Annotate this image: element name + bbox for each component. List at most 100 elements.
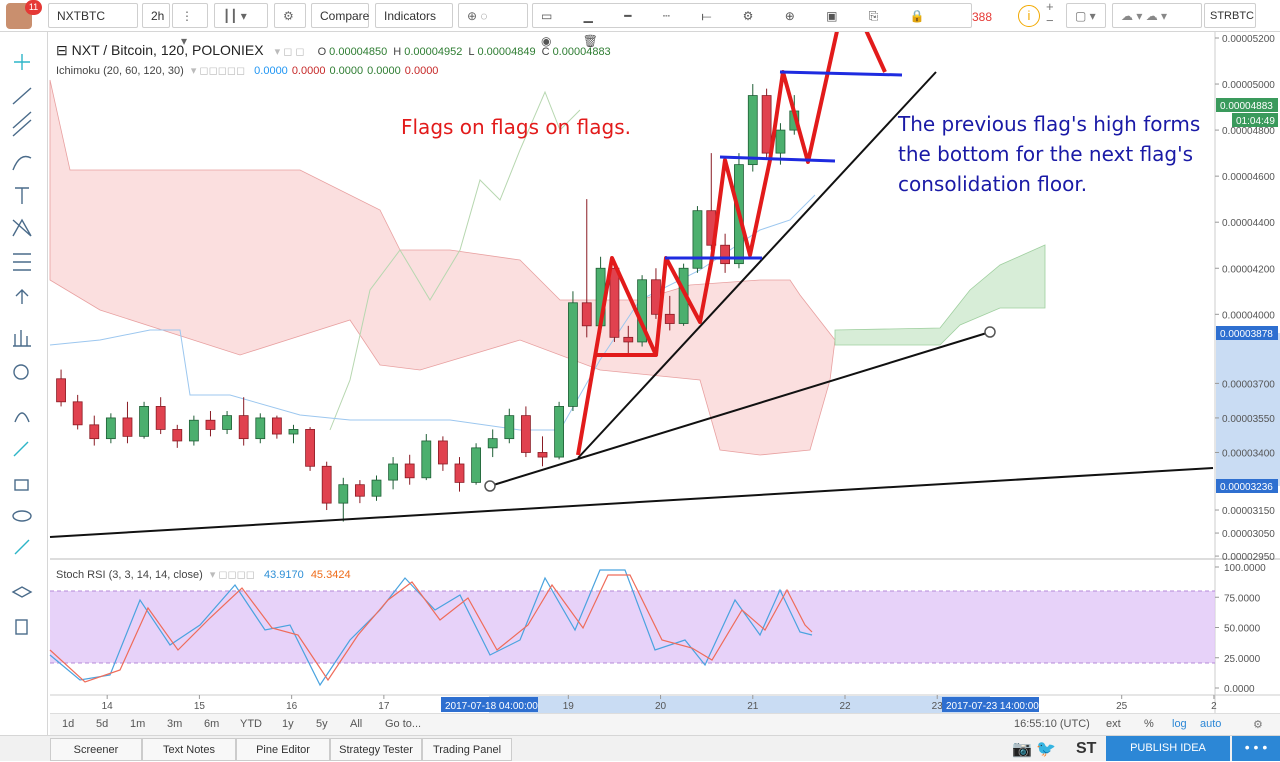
rsi-tick-label: 50.0000 bbox=[1224, 624, 1261, 635]
ohlc-key: C bbox=[542, 46, 550, 58]
footer-tab[interactable]: Trading Panel bbox=[422, 738, 512, 761]
scale-settings[interactable]: ⚙ bbox=[1253, 719, 1263, 731]
text-tool[interactable] bbox=[15, 187, 29, 204]
candle-body bbox=[89, 424, 100, 440]
range-button[interactable]: 1d bbox=[62, 718, 75, 730]
trend-handle[interactable] bbox=[984, 326, 996, 338]
zoom-tool[interactable] bbox=[13, 364, 29, 380]
candle-body bbox=[471, 447, 481, 483]
range-button[interactable]: 5d bbox=[96, 718, 109, 730]
drawing-tools[interactable]: ⊕ ◌ bbox=[458, 3, 528, 28]
line-tool[interactable] bbox=[12, 87, 32, 105]
range-button[interactable]: 6m bbox=[204, 718, 220, 730]
indicators-button[interactable]: Indicators bbox=[375, 3, 453, 28]
range-button[interactable]: 5y bbox=[316, 718, 328, 730]
range-high-box bbox=[1216, 326, 1278, 340]
stay-drawing[interactable] bbox=[13, 441, 29, 457]
trend-handle[interactable] bbox=[484, 480, 496, 492]
range-button[interactable]: YTD bbox=[240, 718, 262, 730]
price-tick-label: 0.00003050 bbox=[1222, 529, 1275, 540]
candle-body bbox=[581, 302, 592, 327]
pattern-tool[interactable] bbox=[12, 218, 32, 237]
range-button[interactable]: 3m bbox=[167, 718, 183, 730]
candle-body bbox=[487, 438, 498, 449]
publish-button[interactable]: PUBLISH IDEA bbox=[1106, 736, 1230, 761]
cloud-buttons[interactable]: ☁ ▾ ☁ ▾ bbox=[1112, 3, 1202, 28]
time-tick-label: 14 bbox=[102, 701, 114, 712]
chart-style[interactable]: ┃┃ ▾ bbox=[214, 3, 268, 28]
symbol-search[interactable]: NXTBTC bbox=[48, 3, 138, 28]
ohlc-key: H bbox=[393, 46, 402, 58]
scale-option[interactable]: log bbox=[1172, 718, 1187, 730]
magnet-tool[interactable] bbox=[14, 412, 30, 423]
range-button[interactable]: 1y bbox=[282, 718, 294, 730]
measure-tool[interactable] bbox=[13, 330, 31, 347]
legend-icons: ▾ ◻◻◻◻ bbox=[209, 569, 255, 581]
compare-symbol[interactable]: STRBTC bbox=[1204, 3, 1256, 28]
legend-icons: ▾ ◻ ◻ bbox=[274, 46, 305, 58]
range-low: 0.00003236 bbox=[1220, 482, 1273, 493]
ohlc: O0.00004850 H0.00004952 L0.00004849 C0.0000… bbox=[318, 46, 617, 58]
compare-button[interactable]: Compare bbox=[311, 3, 369, 28]
range-button[interactable]: All bbox=[350, 718, 363, 730]
candle-body bbox=[609, 267, 620, 338]
pitchfork-tool[interactable] bbox=[12, 111, 32, 137]
price-tick-label: 0.00004000 bbox=[1222, 310, 1275, 321]
visibility-tool[interactable] bbox=[12, 510, 32, 522]
brush-tool[interactable] bbox=[12, 155, 32, 171]
top-toolbar: 11 NXTBTC 2h ⋮ ▾ ┃┃ ▾ ⚙ Compare Indicato… bbox=[0, 0, 1280, 48]
ohlc-value: 0.00004883 bbox=[553, 46, 611, 58]
flag-top bbox=[779, 70, 903, 77]
chart-area: Flags on flags on flags. The previous fl… bbox=[49, 0, 1280, 713]
candle-body bbox=[72, 401, 83, 426]
time-tick-label: 23 bbox=[932, 701, 944, 712]
scale-option[interactable]: auto bbox=[1200, 718, 1222, 730]
candle-body bbox=[568, 302, 578, 407]
scale-option[interactable]: % bbox=[1144, 718, 1154, 730]
candle-body bbox=[520, 415, 531, 453]
interval[interactable]: 2h bbox=[142, 3, 170, 28]
date-label: 2017-07-18 04:00:00 bbox=[445, 701, 538, 712]
ichimoku-cloud-red bbox=[49, 79, 836, 456]
settings[interactable]: ⚙ bbox=[274, 3, 306, 28]
zoom-buttons[interactable]: + − bbox=[1046, 0, 1054, 28]
layers-tool[interactable] bbox=[11, 586, 33, 598]
link-tool[interactable] bbox=[14, 539, 30, 555]
symbol-title: ⊟ NXT / Bitcoin, 120, POLONIEX bbox=[56, 42, 264, 58]
price-tick-label: 0.00005000 bbox=[1222, 80, 1275, 91]
arrow-tool[interactable] bbox=[15, 289, 29, 304]
time-tick-label: 17 bbox=[378, 701, 390, 712]
info-icon[interactable]: i bbox=[1018, 5, 1040, 27]
drawing-properties[interactable]: ▭ ▁ ━ ┄ ⟝ ⚙ ⊕ ▣ ⎘ 🔒 ◉ 🗑 bbox=[532, 3, 972, 48]
ohlc-value: 0.00004849 bbox=[477, 46, 536, 58]
fib-tool[interactable] bbox=[13, 253, 31, 271]
rsi-tick-label: 25.0000 bbox=[1224, 654, 1261, 665]
range-button[interactable]: 1m bbox=[130, 718, 146, 730]
time-tick-label: 16 bbox=[286, 701, 298, 712]
footer-icons[interactable]: 📷 🐦 bbox=[1012, 741, 1057, 758]
cursor-tool[interactable] bbox=[14, 54, 30, 70]
legend-icons: ▾ ◻◻◻◻◻ bbox=[190, 65, 246, 77]
candle-body bbox=[338, 484, 349, 504]
interval-menu[interactable]: ⋮ ▾ bbox=[172, 3, 208, 48]
scale-option[interactable]: ext bbox=[1106, 718, 1121, 730]
trash-tool[interactable] bbox=[15, 619, 28, 635]
more-button[interactable]: • • • bbox=[1232, 736, 1280, 761]
footer: Screener Text Notes Pine Editor Strategy Te… bbox=[0, 735, 1280, 761]
candle-body bbox=[172, 429, 183, 442]
color-picker[interactable]: ▢ ▾ bbox=[1066, 3, 1106, 28]
footer-tab[interactable]: Strategy Tester bbox=[330, 738, 422, 761]
annotation-blue: consolidation floor. bbox=[898, 172, 1087, 196]
candle-body bbox=[664, 313, 675, 324]
candle-body bbox=[354, 484, 365, 497]
footer-tab[interactable]: Screener bbox=[50, 738, 142, 761]
price-tick-label: 0.00004400 bbox=[1222, 218, 1275, 229]
goto[interactable]: Go to... bbox=[385, 718, 422, 730]
ichimoku-legend: Ichimoku (20, 60, 120, 30) ▾ ◻◻◻◻◻ 0.000… bbox=[56, 64, 446, 77]
lock-tool[interactable] bbox=[14, 479, 29, 491]
footer-tab[interactable]: Pine Editor bbox=[236, 738, 330, 761]
stocktwits[interactable]: ST bbox=[1076, 740, 1097, 757]
footer-tab[interactable]: Text Notes bbox=[142, 738, 236, 761]
annotation-red: Flags on flags on flags. bbox=[401, 115, 631, 139]
